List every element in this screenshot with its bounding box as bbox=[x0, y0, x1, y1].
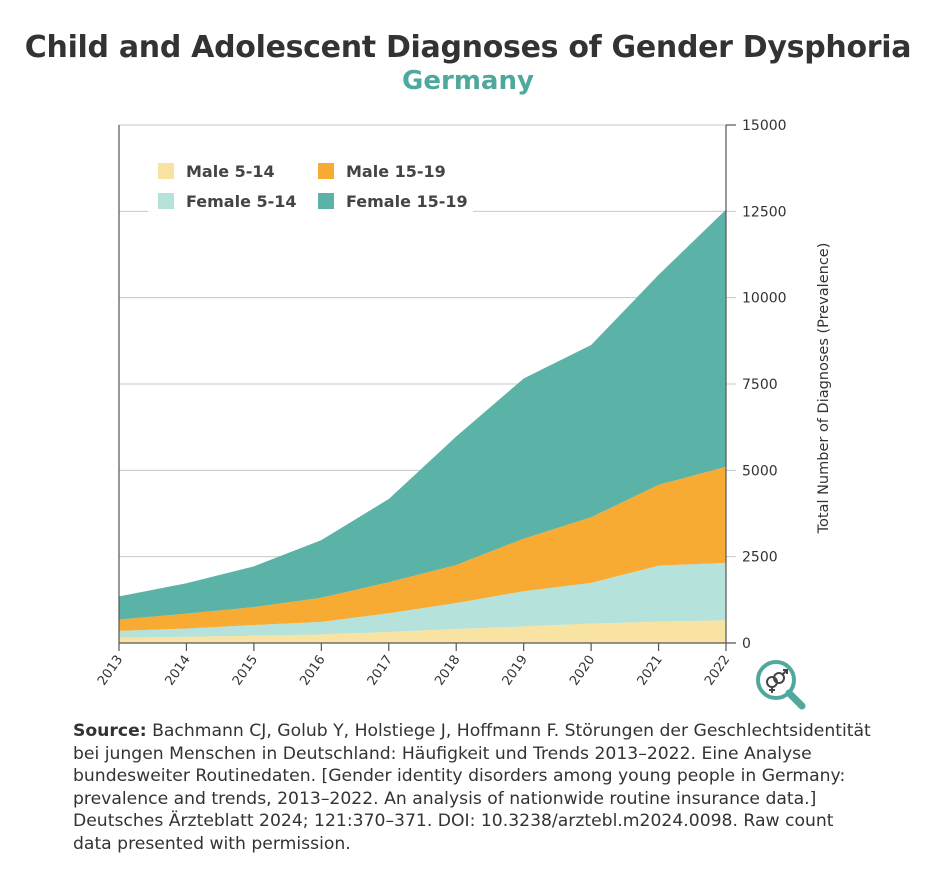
legend-swatch-male-15-19 bbox=[318, 163, 334, 179]
x-tick-label: 2014 bbox=[162, 653, 193, 689]
legend-label-female-15-19: Female 15-19 bbox=[346, 192, 468, 211]
y-axis-title: Total Number of Diagnoses (Prevalence) bbox=[816, 243, 832, 535]
gender-search-icon bbox=[756, 660, 806, 710]
x-tick-label: 2022 bbox=[702, 653, 733, 689]
x-tick-label: 2019 bbox=[500, 653, 531, 689]
x-tick-label: 2015 bbox=[230, 653, 261, 689]
source-label: Source: bbox=[73, 721, 147, 741]
legend-swatch-female-5-14 bbox=[158, 193, 174, 209]
source-text: Bachmann CJ, Golub Y, Holstiege J, Hoffm… bbox=[73, 721, 871, 854]
y-tick-label: 5000 bbox=[742, 463, 778, 479]
area-male-5-14 bbox=[119, 620, 726, 643]
legend-label-male-15-19: Male 15-19 bbox=[346, 162, 446, 181]
y-tick-label: 2500 bbox=[742, 550, 778, 566]
x-tick-label: 2016 bbox=[297, 653, 328, 689]
x-tick-label: 2017 bbox=[365, 653, 396, 689]
x-tick-label: 2020 bbox=[567, 653, 598, 689]
y-tick-label: 10000 bbox=[742, 291, 787, 307]
area-male-15-19 bbox=[119, 466, 726, 631]
legend-swatch-female-15-19 bbox=[318, 193, 334, 209]
y-tick-label: 15000 bbox=[742, 118, 787, 134]
chart-title: Child and Adolescent Diagnoses of Gender… bbox=[24, 30, 912, 65]
source-citation: Source: Bachmann CJ, Golub Y, Holstiege … bbox=[73, 720, 873, 856]
legend-label-female-5-14: Female 5-14 bbox=[186, 192, 297, 211]
legend-box bbox=[148, 150, 473, 216]
y-tick-label: 7500 bbox=[742, 377, 778, 393]
area-female-5-14 bbox=[119, 562, 726, 638]
legend-swatch-male-5-14 bbox=[158, 163, 174, 179]
y-tick-label: 12500 bbox=[742, 204, 787, 220]
chart-subtitle: Germany bbox=[402, 66, 534, 96]
area-female-15-19 bbox=[119, 209, 726, 620]
legend-label-male-5-14: Male 5-14 bbox=[186, 162, 275, 181]
stacked-area-chart: 0 2500 5000 7500 10000 12500 15000 2013 2014 2015… bbox=[95, 118, 832, 710]
x-tick-label: 2013 bbox=[95, 653, 126, 689]
x-tick-label: 2021 bbox=[635, 653, 666, 689]
x-tick-label: 2018 bbox=[432, 653, 463, 689]
y-tick-label: 0 bbox=[742, 636, 751, 652]
